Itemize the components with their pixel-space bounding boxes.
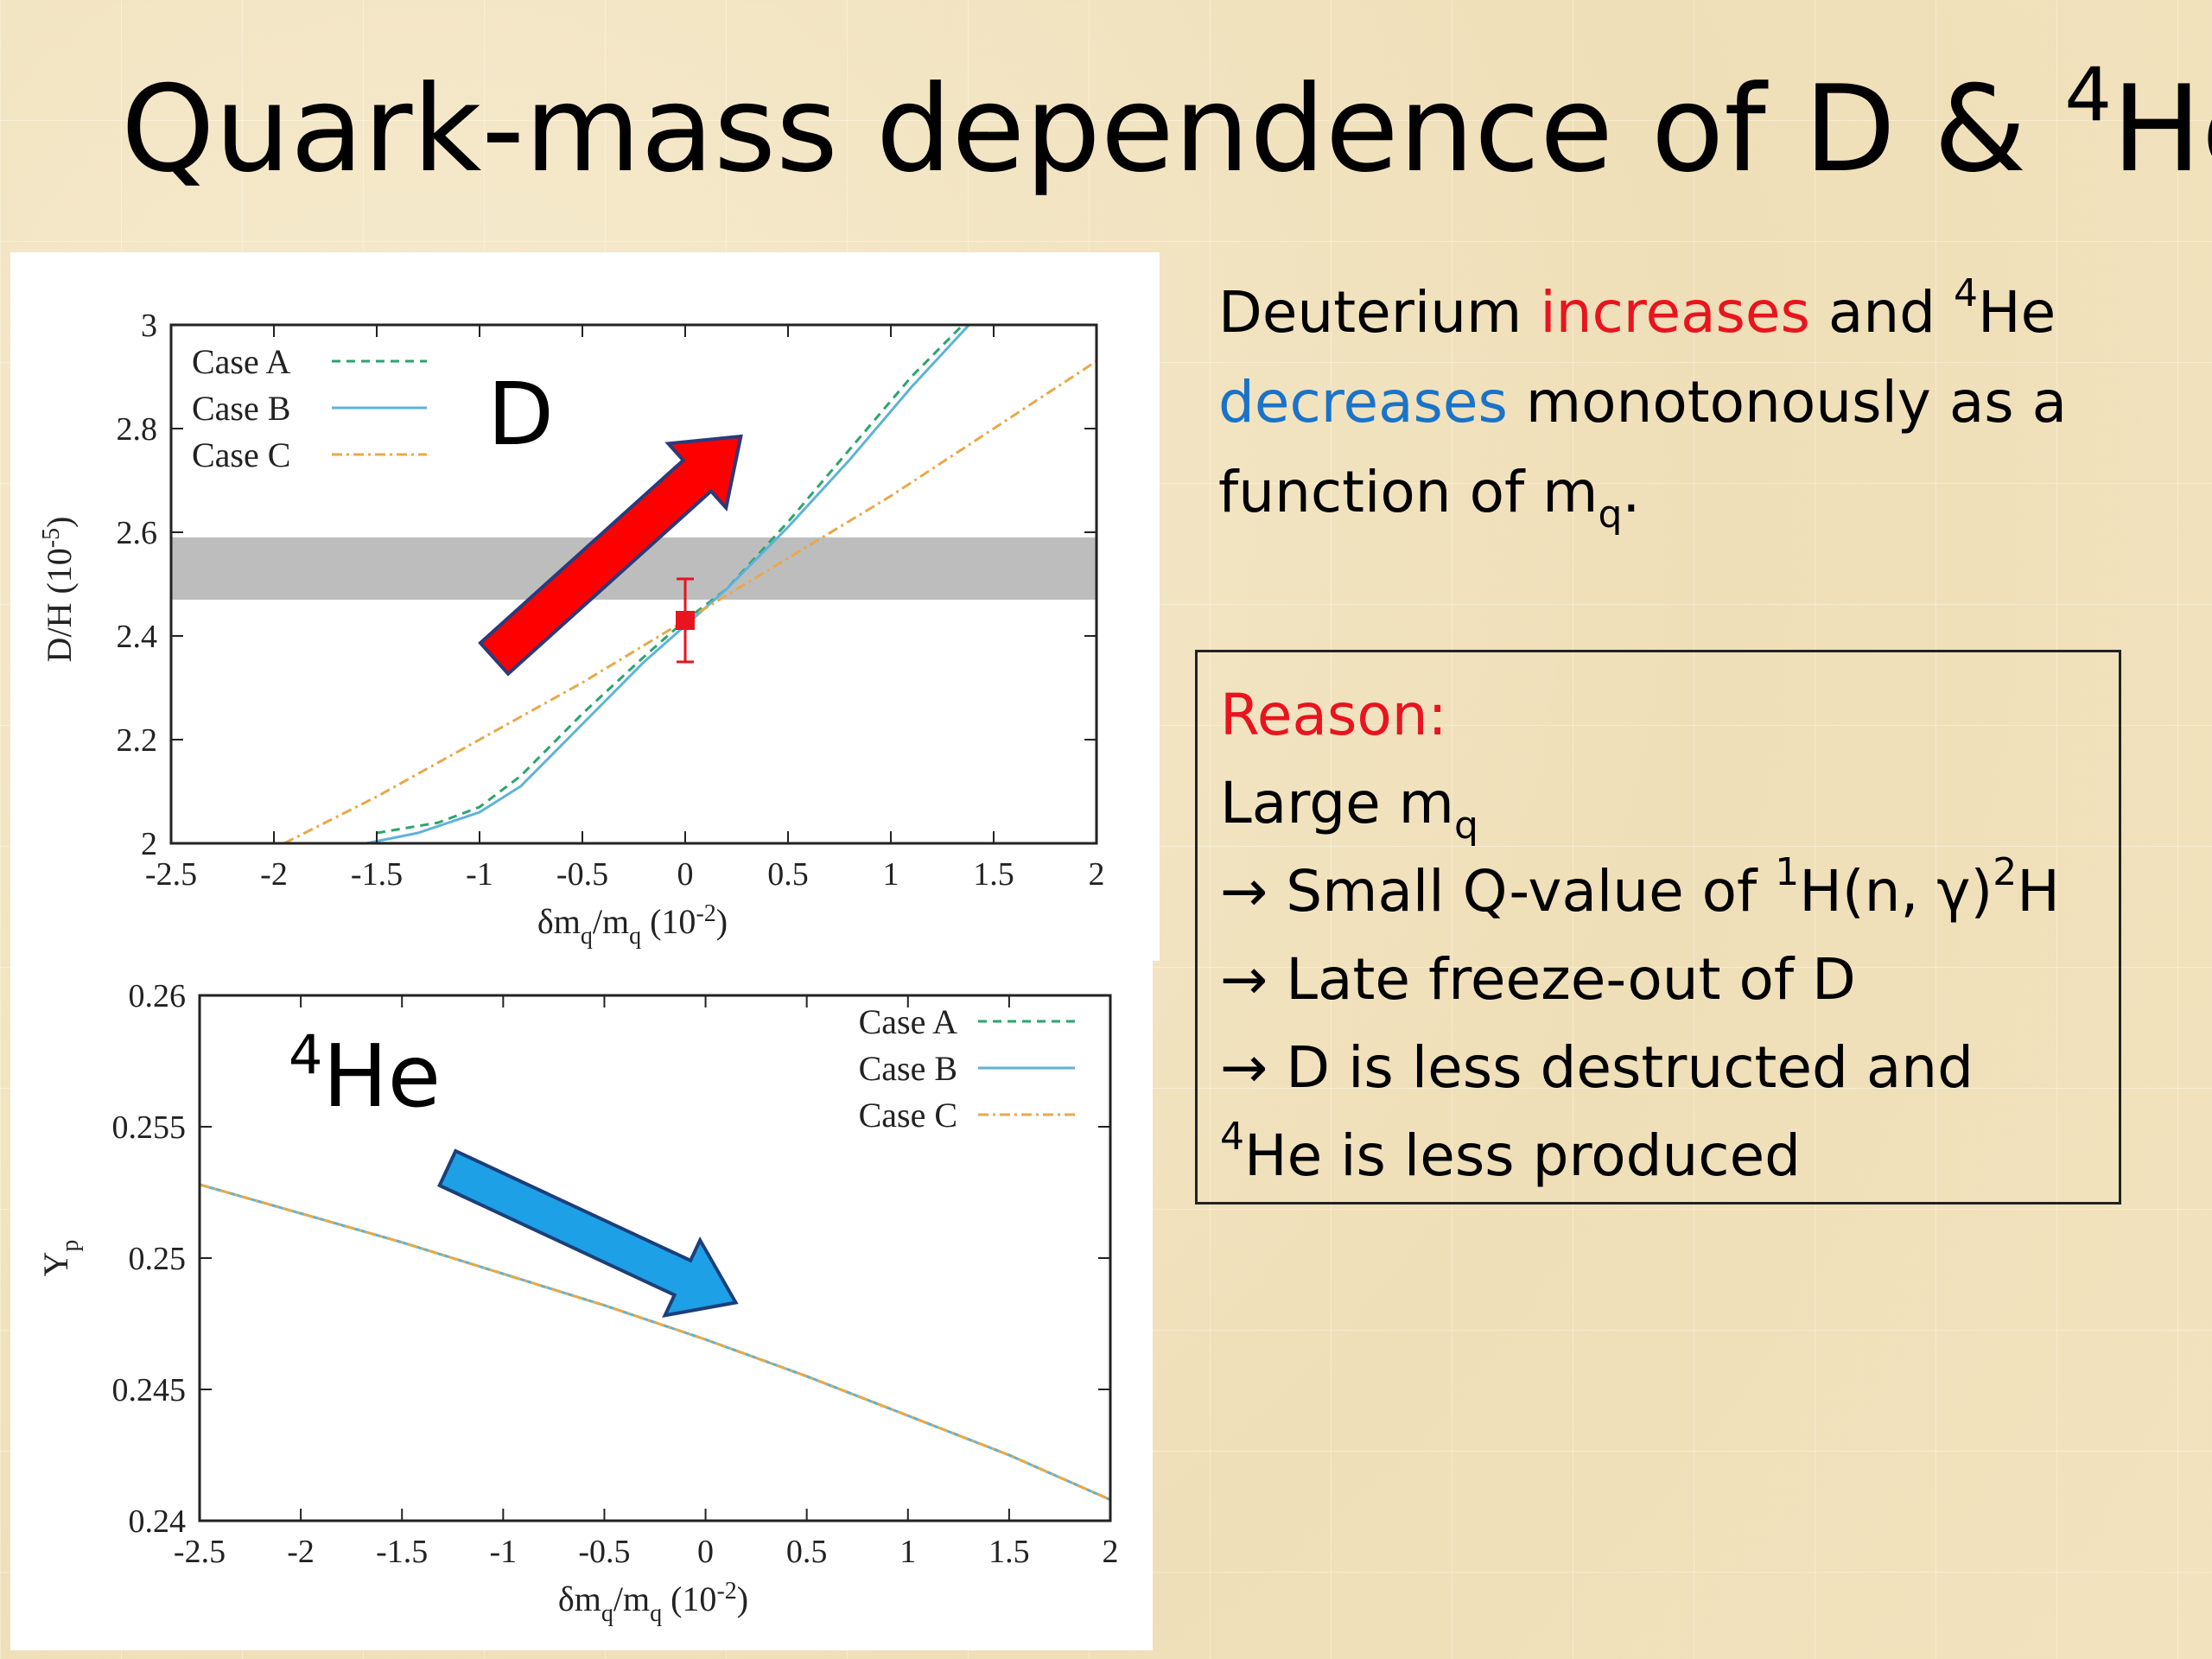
d-x-tick-label: 0	[677, 856, 694, 893]
desc-part5: .	[1622, 459, 1641, 525]
reason-line-1: Large mq	[1220, 770, 1478, 848]
he-legend-label-c: Case C	[859, 1096, 957, 1135]
he-y-tick-label: 0.25	[129, 1241, 187, 1277]
d-panel-label: D	[487, 364, 554, 465]
d-plot-frame	[169, 323, 1098, 845]
desc-increases: increases	[1540, 279, 1810, 346]
d-y-tick-label: 3	[141, 308, 157, 344]
he-x-tick-label: 0	[697, 1534, 714, 1570]
title-superscript: 4	[2064, 52, 2113, 138]
he-x-tick-label: 2	[1103, 1534, 1119, 1570]
he-series-case-a	[200, 1183, 1110, 1502]
reason-line-2: → Small Q-value of 1H(n, γ)2H	[1220, 850, 2060, 925]
d-x-tick-label: 2	[1089, 856, 1105, 893]
red-arrow-shape	[478, 434, 743, 677]
reason-box: Reason: Large mq → Small Q-value of 1H(n…	[1195, 650, 2121, 1205]
he-panel-label: 4He	[289, 1023, 441, 1127]
d-x-tick-label: 1	[883, 856, 899, 893]
he-x-tick-label: 1	[899, 1534, 916, 1570]
desc-part1: Deuterium	[1218, 279, 1541, 346]
he-x-axis-label: δmq/mq (10-2)	[558, 1578, 748, 1627]
he-y-tick-label: 0.245	[112, 1372, 187, 1408]
deuterium-chart-panel: -2.5 -2 -1.5 -1 -0.5 0 0.5 1 1.5 2 2 2.2 2.4 2.6 2.8 3 …	[10, 252, 1160, 961]
d-y-tick-label: 2	[141, 826, 157, 862]
d-x-axis-label: δmq/mq (10-2)	[537, 900, 728, 950]
d-x-tick-label: 0.5	[767, 856, 809, 893]
blue-decrease-arrow	[437, 1148, 739, 1318]
he-y-tick-label: 0.26	[129, 978, 187, 1014]
d-series-case-b	[365, 325, 970, 843]
d-data-point	[676, 611, 695, 630]
title-main: Quark-mass dependence of D &	[121, 60, 2065, 199]
he-x-tick-label: -0.5	[578, 1534, 630, 1570]
reason-line-3: → Late freeze-out of D	[1220, 946, 1856, 1013]
he-x-tick-label: 0.5	[786, 1534, 828, 1570]
reason-line-4: → D is less destructed and	[1220, 1034, 1974, 1101]
he-y-axis-label: Yp	[36, 1240, 84, 1277]
slide-title: Quark-mass dependence of D & 4He	[121, 58, 2212, 199]
desc-sup4: 4	[1954, 271, 1979, 315]
he-y-tick-label: 0.255	[112, 1109, 187, 1146]
he-series-case-b	[200, 1183, 1110, 1502]
he-x-tick-label: 1.5	[988, 1534, 1030, 1570]
description-text: Deuterium increases and 4He decreases mo…	[1218, 268, 2169, 537]
he-legend: Case A Case B Case C	[859, 1002, 1075, 1135]
d-x-tick-label: -1.5	[351, 856, 403, 893]
desc-part4: monotonously as a function of m	[1218, 369, 2068, 525]
d-series-case-a	[376, 325, 965, 835]
helium-chart: -2.5 -2 -1.5 -1 -0.5 0 0.5 1 1.5 2 0.24 0.245 0.25 0.…	[36, 978, 1119, 1627]
d-x-tick-label: -2.5	[145, 856, 197, 893]
helium-chart-panel: -2.5 -2 -1.5 -1 -0.5 0 0.5 1 1.5 2 0.24 0.245 0.25 0.…	[10, 961, 1153, 1650]
d-y-axis-label: D/H (10-5)	[38, 517, 79, 663]
d-y-tick-label: 2.4	[117, 619, 158, 655]
he-legend-label-a: Case A	[859, 1002, 958, 1041]
d-x-tick-label: -2	[260, 856, 288, 893]
he-x-tick-label: -2.5	[174, 1534, 226, 1570]
desc-sub-q: q	[1598, 493, 1623, 537]
desc-part3: He	[1978, 279, 2056, 346]
title-end: He	[2112, 60, 2212, 199]
d-legend-label-a: Case A	[192, 342, 291, 381]
d-y-tick-label: 2.8	[117, 411, 158, 448]
d-legend-label-c: Case C	[192, 435, 290, 474]
he-x-tick-label: -1	[490, 1534, 518, 1570]
he-x-tick-label: -2	[287, 1534, 315, 1570]
he-series-case-c	[200, 1183, 1110, 1502]
he-y-tick-label: 0.24	[129, 1503, 187, 1540]
he-legend-label-b: Case B	[859, 1049, 957, 1088]
desc-part2: and	[1809, 279, 1955, 346]
d-y-tick-label: 2.6	[117, 515, 158, 551]
d-x-tick-label: -1	[466, 856, 493, 893]
d-y-tick-label: 2.2	[117, 722, 158, 759]
d-x-tick-label: -0.5	[556, 856, 608, 893]
deuterium-chart: -2.5 -2 -1.5 -1 -0.5 0 0.5 1 1.5 222.22.42.62.83 …	[38, 308, 1105, 950]
d-series-case-c	[283, 359, 1096, 843]
desc-decreases: decreases	[1218, 369, 1508, 435]
d-legend-label-b: Case B	[192, 389, 290, 428]
reason-heading: Reason:	[1220, 682, 1447, 748]
d-legend: Case A Case B Case C	[192, 342, 427, 474]
he-x-tick-label: -1.5	[376, 1534, 428, 1570]
d-x-tick-label: 1.5	[973, 856, 1014, 893]
reason-line-5: 4He is less produced	[1220, 1115, 1802, 1190]
